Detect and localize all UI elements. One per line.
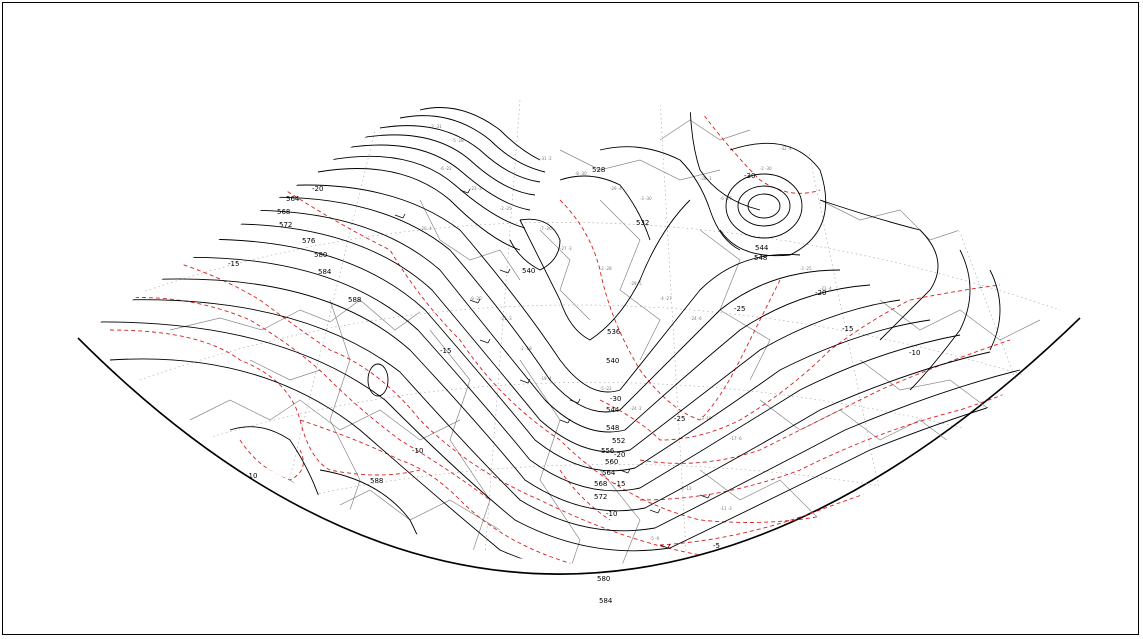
height-label: 588 bbox=[370, 477, 383, 485]
svg-text:·8 -30: ·8 -30 bbox=[575, 171, 587, 176]
height-label: 584 bbox=[318, 268, 332, 276]
svg-text:·9 -20: ·9 -20 bbox=[470, 296, 482, 301]
height-label: 576 bbox=[302, 237, 316, 245]
temperature-label: -10 bbox=[909, 349, 920, 357]
wind-barbs bbox=[394, 188, 711, 549]
svg-text:-23 ·3: -23 ·3 bbox=[470, 186, 482, 191]
svg-text:-29 ·4: -29 ·4 bbox=[610, 186, 622, 191]
svg-text:·2 -30: ·2 -30 bbox=[760, 166, 772, 171]
svg-text:-17 ·6: -17 ·6 bbox=[730, 436, 742, 441]
svg-text:-31 ·2: -31 ·2 bbox=[540, 156, 552, 161]
svg-text:·4 -12: ·4 -12 bbox=[680, 486, 692, 491]
height-label: 580 bbox=[314, 251, 327, 259]
temperature-label: -30 bbox=[744, 172, 755, 180]
svg-text:·5 -9: ·5 -9 bbox=[650, 536, 660, 541]
svg-text:-27 ·3: -27 ·3 bbox=[560, 246, 572, 251]
temperature-label: -25 bbox=[734, 305, 745, 313]
svg-text:·5 -22: ·5 -22 bbox=[600, 386, 612, 391]
height-label: 584 bbox=[599, 597, 613, 605]
height-label: 572 bbox=[594, 493, 607, 501]
station-plots: ·2 -31 ·5 -28 -31 ·2 ·8 -30 -29 ·4 ·3 -30 -… bbox=[420, 124, 832, 561]
temperature-label: -20 bbox=[312, 185, 323, 193]
temperature-label: -10 bbox=[412, 447, 423, 455]
svg-text:·3 -30: ·3 -30 bbox=[640, 196, 652, 201]
graticule bbox=[119, 99, 1061, 565]
svg-text:·2 -31: ·2 -31 bbox=[430, 124, 442, 129]
height-label: 564 bbox=[286, 195, 300, 203]
svg-text:-24 ·2: -24 ·2 bbox=[630, 406, 642, 411]
temperature-label: -10 bbox=[606, 510, 617, 518]
height-label: 552 bbox=[612, 437, 625, 445]
height-label: 548 bbox=[606, 424, 619, 432]
temperature-label: -20 bbox=[815, 289, 826, 297]
height-label: 528 bbox=[592, 166, 605, 174]
coastlines-borders bbox=[169, 119, 1041, 565]
height-label: 540 bbox=[522, 267, 535, 275]
height-label: 564 bbox=[602, 469, 616, 477]
svg-text:·6 -27: ·6 -27 bbox=[720, 196, 732, 201]
temperature-label: -10 bbox=[246, 472, 257, 480]
svg-text:·6 -22: ·6 -22 bbox=[440, 166, 452, 171]
height-label: 580 bbox=[597, 575, 610, 583]
svg-text:-29 ·5: -29 ·5 bbox=[630, 281, 642, 286]
svg-text:-20 ·4: -20 ·4 bbox=[420, 226, 432, 231]
height-label: 548 bbox=[754, 254, 767, 262]
svg-text:·3 -25: ·3 -25 bbox=[800, 266, 812, 271]
height-label: 572 bbox=[279, 221, 292, 229]
temperature-label: -15 bbox=[228, 260, 239, 268]
height-label: 588 bbox=[348, 296, 361, 304]
height-label: 544 bbox=[755, 244, 769, 252]
height-label: 540 bbox=[606, 357, 619, 365]
temperature-label: -15 bbox=[842, 325, 853, 333]
svg-text:·4 -27: ·4 -27 bbox=[660, 296, 672, 301]
height-label: 568 bbox=[594, 480, 607, 488]
temperature-labels: -20 -15 -15 -10 -10 -30 -25 -20 -15 -10 … bbox=[228, 172, 920, 550]
svg-text:·7 -26: ·7 -26 bbox=[540, 226, 552, 231]
svg-text:-24 ·6: -24 ·6 bbox=[690, 316, 702, 321]
height-label: 544 bbox=[606, 406, 620, 414]
temperature-label: -25 bbox=[674, 415, 685, 423]
height-label: 556 bbox=[601, 447, 615, 455]
height-label: 568 bbox=[277, 208, 290, 216]
height-label: 560 bbox=[605, 458, 618, 466]
svg-text:-32 ·4: -32 ·4 bbox=[780, 146, 792, 151]
height-label: 532 bbox=[636, 219, 649, 227]
temperature-label: -5 bbox=[713, 542, 720, 550]
temperature-label: -15 bbox=[440, 347, 451, 355]
map-boundary-arc bbox=[77, 317, 1081, 575]
svg-text:·2 -25: ·2 -25 bbox=[500, 206, 512, 211]
svg-text:·5 -28: ·5 -28 bbox=[452, 138, 464, 143]
svg-text:-11 ·3: -11 ·3 bbox=[720, 506, 732, 511]
temperature-label: -15 bbox=[614, 480, 625, 488]
svg-text:·2 -18: ·2 -18 bbox=[520, 346, 532, 351]
svg-text:·3 -19: ·3 -19 bbox=[700, 416, 712, 421]
temperature-label: -20 bbox=[614, 451, 625, 459]
height-contour-labels: 564 568 572 576 580 584 588 528 532 540 … bbox=[277, 166, 769, 605]
temperature-label: -30 bbox=[610, 395, 621, 403]
svg-text:·2 -28: ·2 -28 bbox=[600, 266, 612, 271]
svg-text:-23 ·4: -23 ·4 bbox=[820, 286, 832, 291]
svg-text:-19 ·4: -19 ·4 bbox=[540, 376, 552, 381]
height-label: 536 bbox=[607, 328, 621, 336]
